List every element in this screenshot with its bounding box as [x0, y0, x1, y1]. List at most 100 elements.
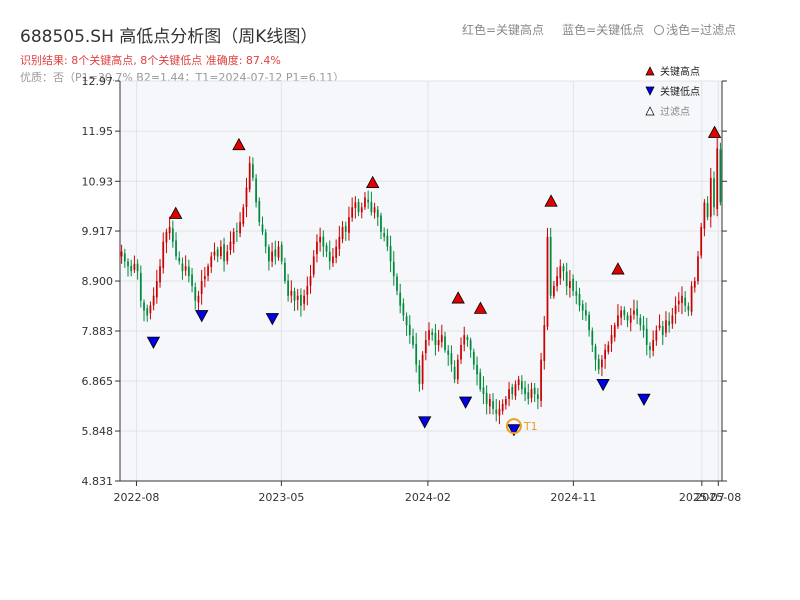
candle-body [671, 315, 674, 324]
candle-body [533, 387, 536, 395]
key-low-marker [637, 393, 651, 406]
candle-body [200, 281, 203, 295]
candle-body [613, 325, 616, 338]
candle-body [639, 317, 642, 326]
candle-body [713, 178, 715, 208]
candle-body [229, 241, 232, 251]
candles [120, 137, 722, 425]
candle-body [261, 224, 264, 232]
candle-body [373, 207, 376, 213]
candle-body [303, 295, 306, 304]
candle-body [703, 202, 706, 229]
candle-body [479, 372, 482, 390]
candle-body [463, 335, 466, 345]
candle-body [203, 276, 206, 280]
candle-body [562, 266, 565, 272]
candle-body [300, 294, 302, 306]
candle-body [351, 207, 354, 218]
candle-body [504, 398, 507, 405]
candle-body [274, 249, 277, 257]
candle-body [402, 303, 405, 316]
key-high-marker [473, 301, 488, 314]
candle-body [709, 177, 712, 217]
candle-body [335, 246, 338, 258]
key-low-marker [507, 424, 521, 437]
candle-body [514, 384, 517, 397]
legend-blue-text: 蓝色=关键低点 [562, 23, 645, 37]
candle-body [219, 246, 222, 257]
candle-body [162, 241, 165, 268]
result-summary: 识别结果: 8个关键高点, 8个关键低点 准确度: 87.4% [20, 54, 281, 67]
candle-body [591, 330, 594, 345]
candle-body [293, 291, 296, 301]
candle-body [159, 266, 161, 283]
candle-body [136, 263, 139, 272]
candle-body [434, 333, 437, 345]
candle-body [348, 217, 350, 233]
candle-body [556, 276, 558, 287]
candle-body [610, 335, 613, 344]
key-low-marker [596, 378, 610, 392]
candle-body [601, 359, 603, 368]
candle-body [415, 343, 418, 365]
candle-body [309, 276, 312, 286]
candle-body [597, 359, 600, 370]
candle-body [338, 236, 341, 249]
candle-body [312, 256, 315, 275]
candle-body [716, 148, 719, 210]
candle-body [665, 320, 667, 333]
candle-body [271, 251, 273, 262]
key-high-marker [451, 291, 465, 304]
candle-body [421, 354, 424, 384]
candle-body [171, 228, 174, 242]
key-high-marker [611, 262, 625, 275]
y-tick-label: 8.900 [82, 275, 114, 288]
candle-body [175, 240, 177, 257]
candle-body [328, 251, 331, 262]
candle-body [139, 272, 142, 301]
point-markers: T1 [146, 125, 722, 437]
candle-body [540, 359, 542, 401]
candle-body [127, 261, 129, 267]
color-legend: 红色=关键高点 蓝色=关键低点 浅色=过滤点 [462, 21, 736, 38]
x-tick-label: 2025-08 [695, 491, 741, 504]
candle-body [697, 256, 699, 282]
candle-body [235, 230, 238, 232]
candle-body [376, 209, 379, 218]
legend-label-low: 关键低点 [660, 85, 700, 98]
key-high-marker [232, 137, 246, 151]
legend-label-high: 关键高点 [660, 65, 700, 78]
candle-body [120, 251, 123, 257]
candle-body [575, 291, 578, 296]
candle-body [498, 408, 501, 416]
candle-body [258, 200, 261, 223]
candle-body [511, 386, 514, 395]
candle-body [277, 246, 280, 258]
candle-body [684, 297, 687, 306]
candle-body [492, 401, 494, 409]
candle-body [130, 265, 133, 272]
candle-body [565, 271, 568, 286]
candle-body [239, 222, 241, 234]
candle-body [536, 394, 539, 399]
candle-body [719, 149, 722, 203]
candle-body [392, 261, 395, 277]
candle-body [412, 336, 414, 345]
candle-body [264, 232, 267, 247]
t1-label: T1 [523, 420, 538, 433]
candle-body [165, 231, 168, 243]
candle-body [280, 244, 283, 262]
candle-body [572, 278, 574, 291]
candle-body [517, 379, 520, 386]
candle-body [620, 310, 623, 318]
legend-marker-high [645, 66, 655, 76]
candle-body [645, 328, 648, 345]
candle-body [424, 339, 427, 354]
candle-body [594, 346, 597, 360]
candle-body [690, 285, 693, 312]
candle-body [530, 389, 533, 398]
y-tick-label: 12.97 [82, 75, 114, 88]
t1-circle [505, 418, 522, 435]
candle-body [687, 306, 690, 311]
